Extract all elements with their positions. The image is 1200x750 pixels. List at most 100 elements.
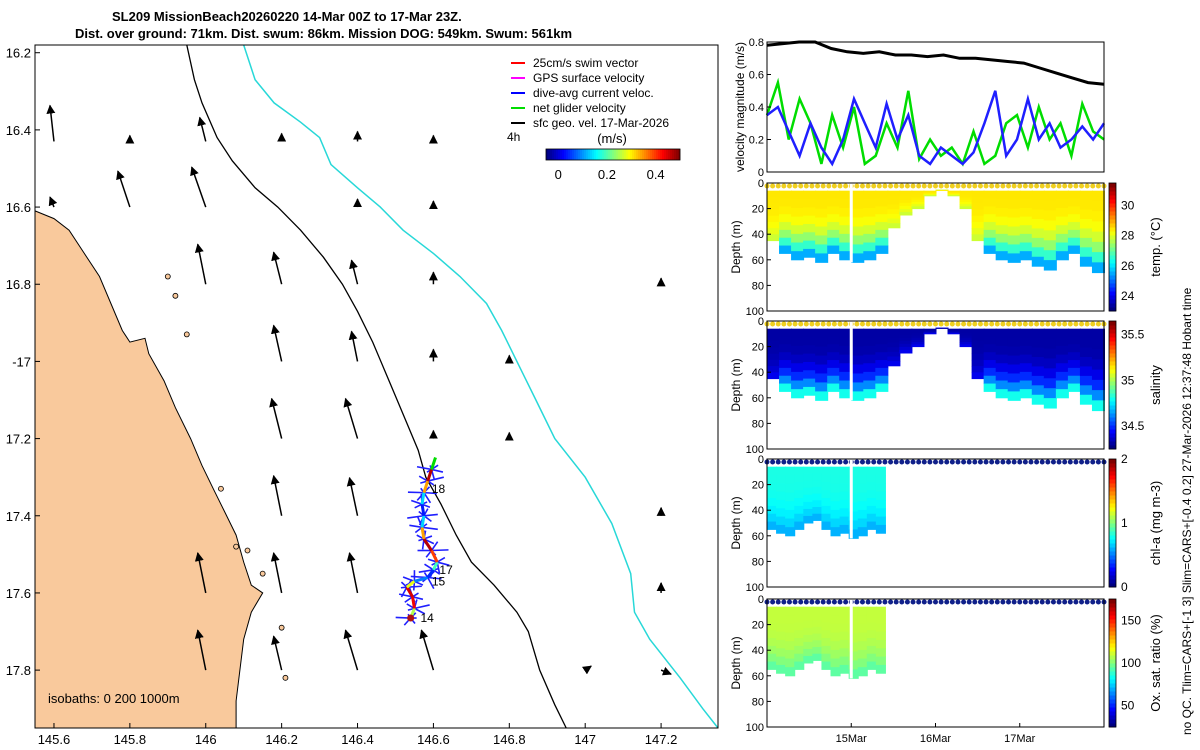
profile-cell [776, 475, 787, 484]
colorbar-cell [586, 149, 589, 160]
y-tick-label: 60 [752, 531, 764, 543]
profile-cell [791, 337, 805, 347]
profile-cell [827, 222, 841, 231]
surface-sample [899, 459, 905, 465]
profile-cell [1007, 346, 1021, 357]
profile-cell [794, 622, 805, 631]
surface-sample [977, 183, 983, 189]
profile-cell [827, 336, 841, 345]
glider-track-segment [422, 480, 430, 494]
surface-sample [955, 459, 961, 465]
surface-sample [983, 599, 989, 605]
profile-cell [875, 375, 889, 385]
island [164, 273, 171, 280]
qc-note: no QC. Tlim=CARS+[-1 3] Slim=CARS+[-0.4 … [1180, 287, 1194, 735]
colorbar-cell [608, 149, 611, 160]
profile-cell [848, 606, 859, 617]
profile-cell [923, 190, 937, 192]
colorbar-cell [576, 149, 579, 160]
profile-cell [839, 483, 850, 493]
profile-cell [794, 521, 805, 530]
profile-cell [1007, 208, 1021, 219]
colorbar-cell [1109, 475, 1116, 480]
profile-cell [959, 197, 973, 201]
surface-sample [1101, 459, 1107, 465]
surface-sample [933, 321, 938, 327]
surface-sample [859, 459, 865, 465]
colorbar-cell [594, 149, 597, 160]
surface-sample [803, 183, 809, 189]
profile-cell [785, 466, 796, 476]
surface-sample [1062, 459, 1068, 465]
profile-cell [767, 606, 778, 616]
profile-cell [857, 606, 868, 616]
profile-cell [911, 339, 925, 343]
profile-cell [1067, 360, 1081, 369]
colorbar-cell [1109, 683, 1116, 688]
profile-cell [779, 383, 793, 392]
surface-sample [938, 599, 944, 605]
profile-cell [1067, 375, 1081, 385]
colorbar-cell [1109, 639, 1116, 644]
colorbar-cell [1109, 243, 1116, 248]
legend-extra-label: 4h [507, 130, 520, 144]
colorbar-cell [1109, 397, 1116, 402]
surface-sample [781, 599, 787, 605]
surface-sample [961, 183, 967, 189]
dive-avg-current-vector [414, 604, 430, 610]
profile-cell [851, 373, 865, 383]
profile-cell [887, 190, 901, 196]
x-tick-label: 146.4 [341, 732, 374, 747]
profile-cell [911, 344, 925, 348]
surface-sample [831, 183, 837, 189]
profile-cell [815, 391, 829, 401]
profile-cell [1091, 400, 1105, 412]
colorbar-cell [616, 149, 619, 160]
dive-avg-current-vector [424, 563, 434, 571]
surface-sample [1056, 321, 1062, 327]
profile-cell [779, 214, 793, 223]
colorbar-cell [1109, 467, 1116, 472]
profile-cell [1007, 382, 1021, 392]
profile-cell [983, 214, 997, 223]
profile-cell [803, 487, 814, 496]
profile-cell [911, 201, 925, 205]
profile-cell [857, 632, 868, 642]
surface-sample [786, 321, 792, 327]
surface-sample [792, 321, 798, 327]
geo-velocity-vector [349, 259, 359, 285]
profile-cell [815, 346, 829, 357]
colorbar-cell [604, 149, 607, 160]
surface-sample [798, 599, 804, 605]
profile-cell [1091, 231, 1105, 243]
profile-cell [866, 521, 877, 530]
surface-sample [826, 183, 832, 189]
profile-cell [839, 337, 853, 347]
colorbar-tick-label: 150 [1121, 613, 1141, 627]
profile-cell [767, 341, 781, 348]
surface-sample [1073, 321, 1079, 327]
surface-sample [977, 321, 983, 327]
profile-cell [791, 371, 805, 382]
profile-cell [911, 195, 925, 198]
profile-cell [947, 331, 961, 333]
profile-cell [767, 661, 778, 670]
profile-cell [875, 524, 886, 534]
series-net-glider [765, 77, 1105, 167]
colorbar-cell [1109, 199, 1116, 204]
colorbar-cell [620, 149, 623, 160]
legend-label: 25cm/s swim vector [533, 56, 638, 70]
surface-sample [781, 321, 787, 327]
map-frame [34, 44, 719, 729]
profile-cell [803, 494, 814, 503]
profile-cell [830, 466, 841, 476]
colorbar-cell [1109, 283, 1116, 288]
surface-sample [904, 183, 910, 189]
profile-cell [1007, 253, 1021, 263]
dive-avg-current-vector [416, 465, 432, 471]
surface-sample [949, 459, 955, 465]
profile-cell [857, 492, 868, 502]
surface-sample [949, 183, 955, 189]
profile-cell [803, 620, 814, 629]
profile-cell [1007, 226, 1021, 236]
